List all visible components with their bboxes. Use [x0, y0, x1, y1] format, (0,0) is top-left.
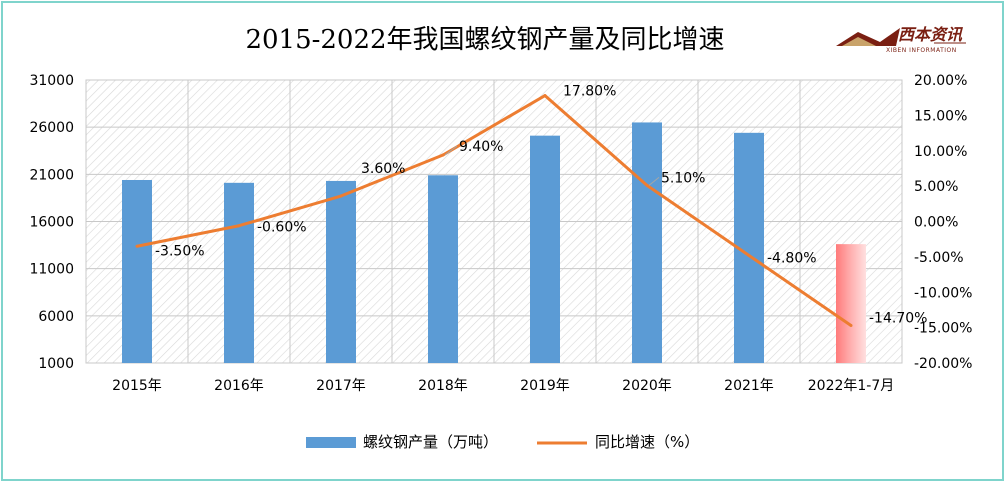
bar-5 [530, 135, 560, 363]
right-tick-label: 0.00% [914, 215, 958, 231]
data-label-5: 17.80% [563, 84, 616, 100]
x-axis: 2015年 2016年 2017年 2018年 2019年 2020年 2021年 2022年… [112, 378, 894, 394]
x-tick-label: 2018年 [418, 378, 468, 394]
data-label-leader [648, 177, 660, 186]
data-label-3: 3.60% [361, 161, 405, 177]
grid-layer [86, 79, 902, 364]
data-label-7: -4.80% [767, 250, 817, 266]
bar-4 [428, 175, 458, 363]
data-label-4: 9.40% [459, 139, 503, 155]
bar-8 [836, 244, 866, 363]
right-tick-label: -5.00% [914, 250, 964, 266]
left-axis: 31000 26000 21000 16000 11000 6000 1000 [29, 73, 74, 372]
x-tick-label: 2020年 [622, 378, 672, 394]
growth-point-2 [237, 224, 241, 228]
legend-line-label: 同比增速（%） [595, 433, 699, 451]
data-label-1: -3.50% [155, 243, 205, 259]
x-tick-label: 2015年 [112, 378, 162, 394]
right-tick-label: 20.00% [914, 73, 967, 89]
legend: 螺纹钢产量（万吨） 同比增速（%） [306, 433, 699, 451]
chart-title: 2015-2022年我国螺纹钢产量及同比增速 [245, 25, 724, 55]
growth-point-3 [339, 194, 343, 198]
growth-point-6 [645, 183, 649, 187]
data-label-8: -14.70% [869, 311, 927, 327]
left-tick-label: 6000 [38, 309, 74, 325]
left-tick-label: 16000 [29, 215, 74, 231]
data-label-2: -0.60% [257, 220, 307, 236]
logo-subtitle: XIBEN INFORMATION [886, 47, 957, 54]
data-label-6: 5.10% [661, 170, 705, 186]
growth-point-1 [135, 244, 139, 248]
bars-layer [122, 122, 866, 363]
right-axis: 20.00% 15.00% 10.00% 5.00% 0.00% -5.00% -10.00… [914, 73, 972, 372]
right-tick-label: 15.00% [914, 108, 967, 124]
bar-1 [122, 179, 152, 363]
left-tick-label: 21000 [29, 167, 74, 183]
xiben-logo: 西本资讯 XIBEN INFORMATION [836, 25, 966, 54]
legend-bar-swatch [306, 437, 356, 448]
right-tick-label: -20.00% [914, 356, 972, 372]
right-tick-label: 10.00% [914, 144, 967, 160]
legend-bar-label: 螺纹钢产量（万吨） [363, 433, 498, 451]
growth-point-5 [543, 94, 547, 98]
x-tick-label: 2021年 [724, 378, 774, 394]
left-tick-label: 31000 [29, 73, 74, 89]
left-tick-label: 11000 [29, 262, 74, 278]
growth-point-4 [441, 153, 445, 157]
growth-point-8 [849, 324, 853, 328]
left-tick-label: 1000 [38, 356, 74, 372]
x-tick-label: 2017年 [316, 378, 366, 394]
bar-2 [224, 182, 254, 363]
logo-name: 西本资讯 [898, 25, 964, 44]
x-tick-label: 2016年 [214, 378, 264, 394]
bar-3 [326, 180, 356, 363]
labels-layer: -3.50% -0.60% 3.60% 9.40% 17.80% 5.10% -4.80% -… [155, 84, 927, 327]
x-tick-label: 2019年 [520, 378, 570, 394]
right-tick-label: -15.00% [914, 321, 972, 337]
x-tick-label: 2022年1-7月 [808, 378, 895, 394]
growth-point-7 [747, 253, 751, 257]
left-tick-label: 26000 [29, 120, 74, 136]
data-label-leader [444, 145, 458, 156]
right-tick-label: -10.00% [914, 285, 972, 301]
line-layer [135, 94, 853, 328]
growth-line [136, 94, 852, 327]
right-tick-label: 5.00% [914, 179, 958, 195]
bar-6 [632, 122, 662, 363]
